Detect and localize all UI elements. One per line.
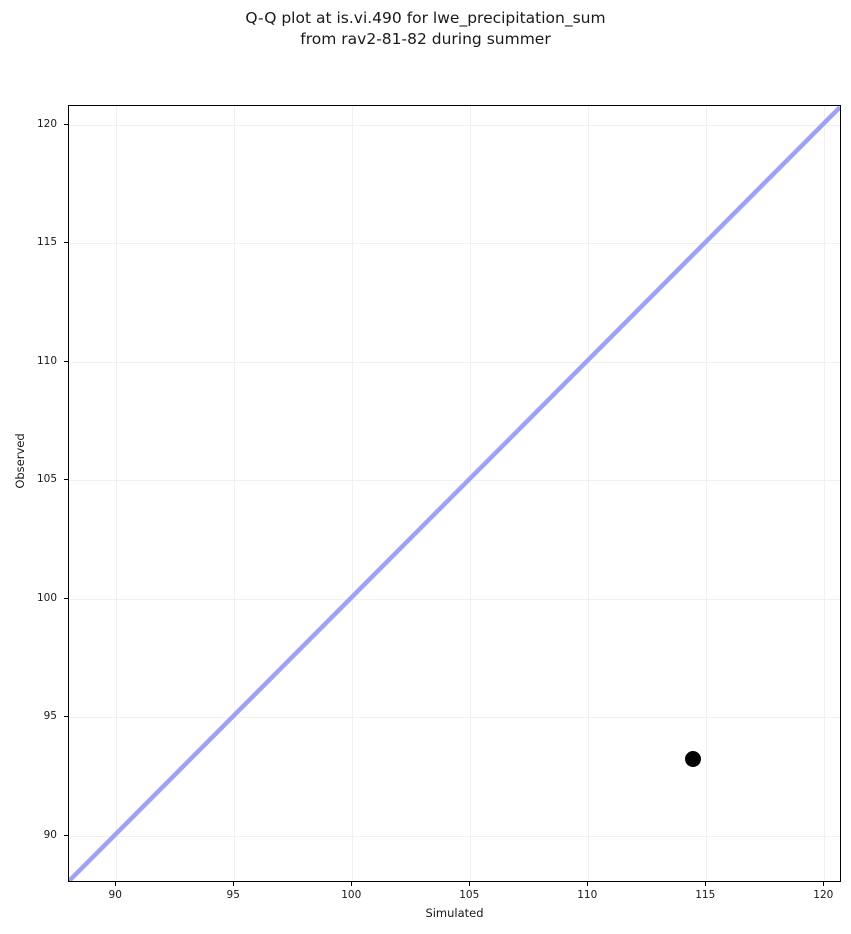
gridline-x-115 xyxy=(706,106,708,881)
identity-reference-line xyxy=(69,106,840,881)
gridline-y-110 xyxy=(69,361,840,363)
gridline-x-95 xyxy=(234,106,236,881)
y-tick-label-90: 90 xyxy=(43,828,57,841)
y-tick-label-120: 120 xyxy=(36,117,57,130)
gridline-y-115 xyxy=(69,243,840,245)
gridline-y-120 xyxy=(69,124,840,126)
x-tick-110 xyxy=(587,882,589,886)
gridline-y-95 xyxy=(69,717,840,719)
y-tick-115 xyxy=(64,242,68,244)
chart-title: Q-Q plot at is.vi.490 for lwe_precipitat… xyxy=(245,9,606,48)
y-tick-label-115: 115 xyxy=(36,236,57,249)
gridline-x-105 xyxy=(470,106,472,881)
x-tick-95 xyxy=(233,882,235,886)
data-point xyxy=(685,750,702,767)
plot-clip xyxy=(69,106,840,881)
x-tick-label-110: 110 xyxy=(577,889,598,901)
gridline-y-100 xyxy=(69,598,840,600)
y-tick-label-95: 95 xyxy=(43,710,57,723)
y-tick-label-110: 110 xyxy=(36,354,57,367)
y-tick-105 xyxy=(64,479,68,481)
y-tick-95 xyxy=(64,716,68,718)
x-tick-115 xyxy=(705,882,707,886)
y-tick-120 xyxy=(64,123,68,125)
gridline-x-90 xyxy=(116,106,118,881)
x-tick-100 xyxy=(351,882,353,886)
x-tick-label-105: 105 xyxy=(459,889,480,901)
gridline-y-90 xyxy=(69,835,840,837)
x-tick-label-90: 90 xyxy=(108,889,122,901)
x-tick-label-100: 100 xyxy=(341,889,362,901)
gridline-x-110 xyxy=(588,106,590,881)
y-tick-label-105: 105 xyxy=(36,473,57,486)
plot-area xyxy=(68,105,841,882)
y-tick-100 xyxy=(64,597,68,599)
x-tick-120 xyxy=(823,882,825,886)
gridline-y-105 xyxy=(69,480,840,482)
x-tick-90 xyxy=(115,882,117,886)
x-tick-label-95: 95 xyxy=(226,889,240,901)
x-tick-label-120: 120 xyxy=(813,889,834,901)
x-tick-105 xyxy=(469,882,471,886)
x-axis-label: Simulated xyxy=(425,906,484,920)
gridline-x-100 xyxy=(352,106,354,881)
gridline-x-120 xyxy=(824,106,826,881)
identity-line-segment xyxy=(69,106,840,881)
y-tick-label-100: 100 xyxy=(36,591,57,604)
y-tick-90 xyxy=(64,834,68,836)
y-tick-110 xyxy=(64,360,68,362)
y-axis-label: Observed xyxy=(13,433,27,489)
x-tick-label-115: 115 xyxy=(695,889,716,901)
